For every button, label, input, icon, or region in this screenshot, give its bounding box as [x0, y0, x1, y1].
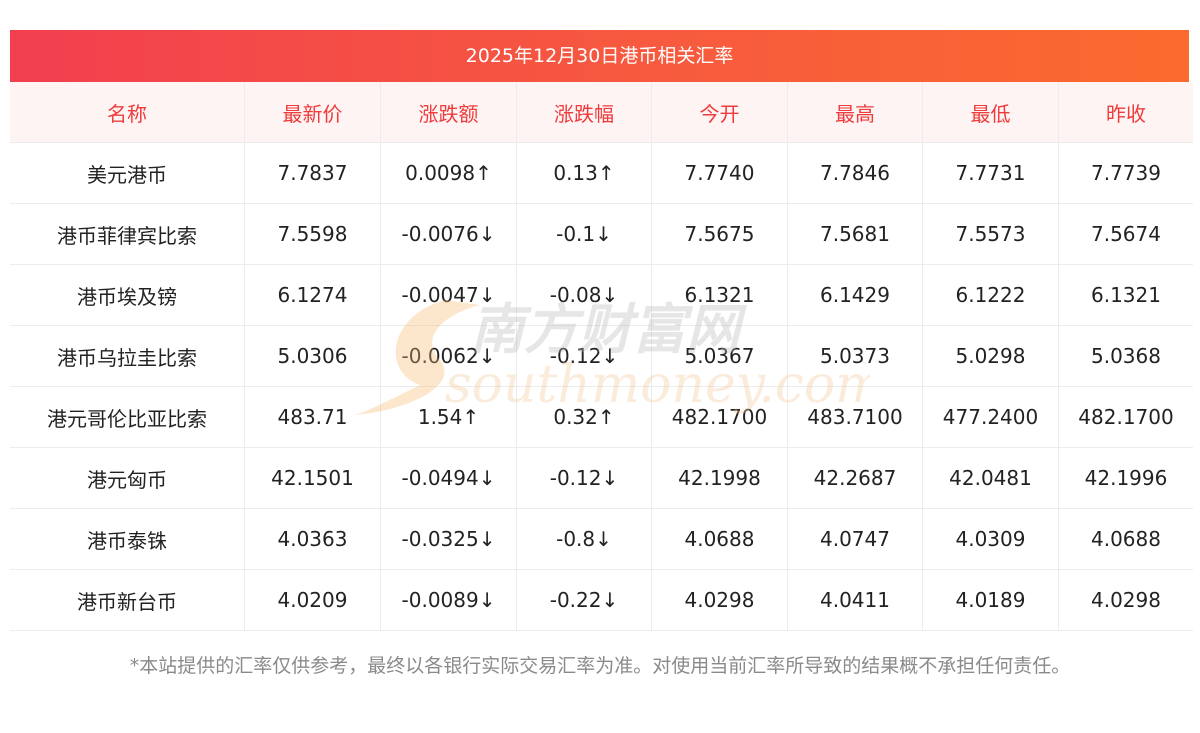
cell-change: -0.0089↓: [380, 569, 517, 631]
column-header-low: 最低: [922, 82, 1059, 143]
table-row: 港币乌拉圭比索 5.0306 -0.0062↓ -0.12↓ 5.0367 5.0373 5…: [10, 325, 1193, 387]
cell-name: 港币新台币: [10, 569, 245, 631]
table-row: 港元匈币 42.1501 -0.0494↓ -0.12↓ 42.1998 42.2687 4…: [10, 447, 1193, 509]
cell-name: 港币泰铢: [10, 508, 245, 570]
cell-pct: -0.12↓: [516, 447, 652, 509]
cell-latest: 483.71: [244, 386, 381, 448]
cell-name: 港元哥伦比亚比索: [10, 386, 245, 448]
cell-latest: 5.0306: [244, 325, 381, 387]
cell-change: -0.0062↓: [380, 325, 517, 387]
cell-open: 7.7740: [651, 142, 788, 204]
cell-name: 港币菲律宾比索: [10, 203, 245, 265]
column-header-name: 名称: [10, 82, 245, 143]
column-header-latest: 最新价: [244, 82, 381, 143]
cell-name: 港币乌拉圭比索: [10, 325, 245, 387]
cell-low: 7.7731: [922, 142, 1059, 204]
cell-low: 4.0309: [922, 508, 1059, 570]
cell-high: 483.7100: [787, 386, 923, 448]
cell-prev: 6.1321: [1058, 264, 1193, 326]
rates-table: 名称 最新价 涨跌额 涨跌幅 今开 最高 最低 昨收 美元港币 7.7837 0.0…: [10, 82, 1193, 631]
table-row: 港币新台币 4.0209 -0.0089↓ -0.22↓ 4.0298 4.0411 4.0…: [10, 569, 1193, 631]
cell-pct: -0.12↓: [516, 325, 652, 387]
cell-low: 7.5573: [922, 203, 1059, 265]
cell-low: 477.2400: [922, 386, 1059, 448]
cell-prev: 7.7739: [1058, 142, 1193, 204]
cell-low: 42.0481: [922, 447, 1059, 509]
page-title: 2025年12月30日港币相关汇率: [10, 30, 1189, 82]
cell-prev: 7.5674: [1058, 203, 1193, 265]
column-header-change: 涨跌额: [380, 82, 517, 143]
cell-prev: 482.1700: [1058, 386, 1193, 448]
column-header-pct: 涨跌幅: [516, 82, 652, 143]
cell-low: 5.0298: [922, 325, 1059, 387]
table-row: 港币埃及镑 6.1274 -0.0047↓ -0.08↓ 6.1321 6.1429 6.1…: [10, 264, 1193, 326]
table-header-row: 名称 最新价 涨跌额 涨跌幅 今开 最高 最低 昨收: [10, 82, 1193, 143]
cell-latest: 4.0363: [244, 508, 381, 570]
cell-pct: -0.22↓: [516, 569, 652, 631]
cell-change: -0.0494↓: [380, 447, 517, 509]
cell-latest: 6.1274: [244, 264, 381, 326]
cell-open: 6.1321: [651, 264, 788, 326]
cell-high: 5.0373: [787, 325, 923, 387]
cell-high: 7.7846: [787, 142, 923, 204]
cell-change: -0.0325↓: [380, 508, 517, 570]
cell-pct: -0.08↓: [516, 264, 652, 326]
table-row: 港币菲律宾比索 7.5598 -0.0076↓ -0.1↓ 7.5675 7.5681 7.…: [10, 203, 1193, 265]
cell-latest: 42.1501: [244, 447, 381, 509]
table-row: 港元哥伦比亚比索 483.71 1.54↑ 0.32↑ 482.1700 483.7100…: [10, 386, 1193, 448]
cell-low: 6.1222: [922, 264, 1059, 326]
cell-high: 4.0411: [787, 569, 923, 631]
cell-prev: 4.0688: [1058, 508, 1193, 570]
cell-name: 港元匈币: [10, 447, 245, 509]
cell-open: 482.1700: [651, 386, 788, 448]
cell-change: -0.0047↓: [380, 264, 517, 326]
cell-open: 42.1998: [651, 447, 788, 509]
cell-low: 4.0189: [922, 569, 1059, 631]
cell-name: 美元港币: [10, 142, 245, 204]
cell-pct: -0.8↓: [516, 508, 652, 570]
cell-open: 7.5675: [651, 203, 788, 265]
cell-pct: -0.1↓: [516, 203, 652, 265]
cell-high: 4.0747: [787, 508, 923, 570]
cell-open: 4.0298: [651, 569, 788, 631]
column-header-open: 今开: [651, 82, 788, 143]
cell-name: 港币埃及镑: [10, 264, 245, 326]
cell-change: -0.0076↓: [380, 203, 517, 265]
cell-pct: 0.32↑: [516, 386, 652, 448]
column-header-prev: 昨收: [1058, 82, 1193, 143]
cell-prev: 5.0368: [1058, 325, 1193, 387]
cell-latest: 7.7837: [244, 142, 381, 204]
column-header-high: 最高: [787, 82, 923, 143]
cell-high: 42.2687: [787, 447, 923, 509]
cell-change: 1.54↑: [380, 386, 517, 448]
cell-latest: 4.0209: [244, 569, 381, 631]
cell-prev: 4.0298: [1058, 569, 1193, 631]
cell-prev: 42.1996: [1058, 447, 1193, 509]
cell-change: 0.0098↑: [380, 142, 517, 204]
cell-high: 6.1429: [787, 264, 923, 326]
cell-open: 4.0688: [651, 508, 788, 570]
cell-open: 5.0367: [651, 325, 788, 387]
cell-high: 7.5681: [787, 203, 923, 265]
cell-pct: 0.13↑: [516, 142, 652, 204]
rates-panel: 2025年12月30日港币相关汇率 名称 最新价 涨跌额 涨跌幅 今开 最高 最…: [10, 30, 1193, 631]
disclaimer-note: *本站提供的汇率仅供参考，最终以各银行实际交易汇率为准。对使用当前汇率所导致的结…: [129, 655, 1071, 677]
table-row: 美元港币 7.7837 0.0098↑ 0.13↑ 7.7740 7.7846 7.7731…: [10, 142, 1193, 204]
cell-latest: 7.5598: [244, 203, 381, 265]
table-row: 港币泰铢 4.0363 -0.0325↓ -0.8↓ 4.0688 4.0747 4.030…: [10, 508, 1193, 570]
